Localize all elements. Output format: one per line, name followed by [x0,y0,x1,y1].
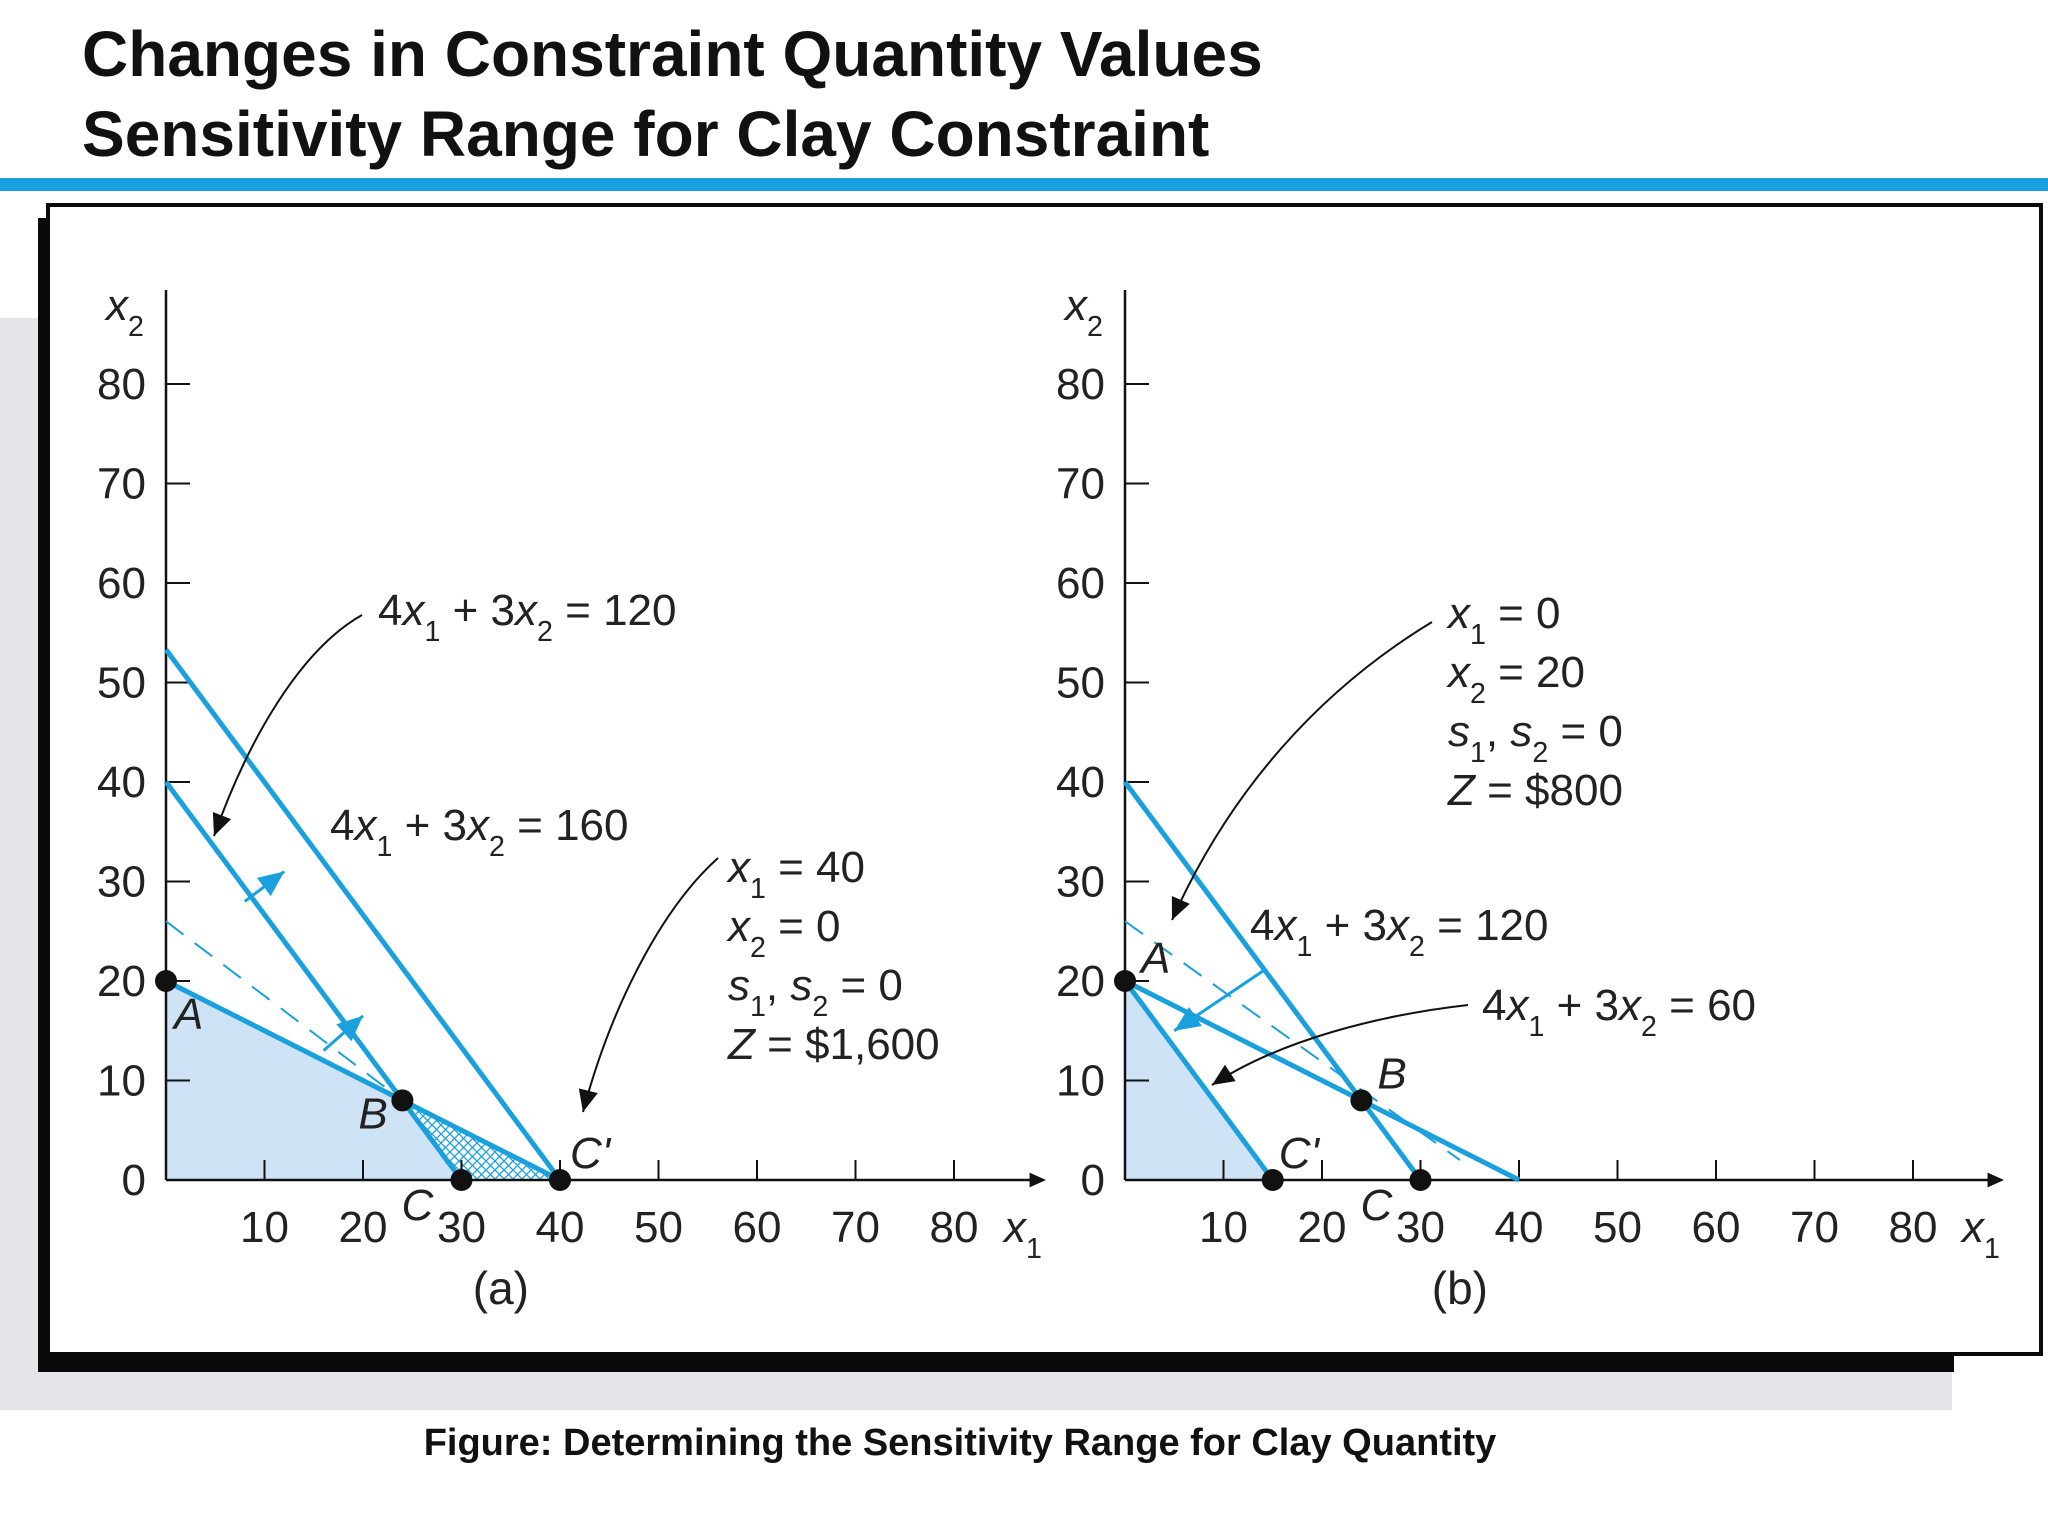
title-underline [0,178,2048,191]
panel-b-y-tick-label-0: 0 [1081,1156,1105,1205]
panel-a-x-tick-label-60: 60 [733,1203,782,1252]
panel-a-point-label-C-prime: C' [570,1129,612,1178]
panel-a-y-tick-label-0: 0 [122,1156,146,1205]
panel-a-x-axis-label: x1 [1002,1203,1042,1265]
panel-a-y-tick-label-80: 80 [97,360,146,409]
panel-a-x-tick-label-70: 70 [831,1203,880,1252]
panel-b-annotation-line-1: x2 = 20 [1446,648,1585,710]
panel-b-y-tick-label-30: 30 [1056,858,1105,907]
panel-b-callout-point-a-head [1171,896,1190,920]
panel-a-x-tick-label-50: 50 [634,1203,683,1252]
panel-a-callout-series-0-head [212,812,232,836]
panel-b-x-tick-label-10: 10 [1199,1203,1248,1252]
panel-b-point-label-C: C [1361,1181,1394,1230]
panel-b-point-label-B: B [1377,1049,1406,1098]
panel-b-x-axis-label: x1 [1960,1203,2000,1265]
panel-b-series-label-0: 4x1 + 3x2 = 120 [1250,901,1548,963]
panel-a-annotation-line-0: x1 = 40 [726,843,865,905]
panel-b-y-tick-label-40: 40 [1056,758,1105,807]
panel-b-x-tick-label-70: 70 [1790,1203,1839,1252]
panel-b-annotation-line-3: Z = $800 [1447,766,1623,815]
panel-a-y-tick-label-60: 60 [97,559,146,608]
panel-a-x-tick-label-20: 20 [339,1203,388,1252]
panel-b-y-axis-label: x2 [1063,281,1103,343]
panel-b-x-tick-label-20: 20 [1298,1203,1347,1252]
title-line-2: Sensitivity Range for Clay Constraint [82,98,1210,170]
panel-a-x-axis-arrow [1029,1172,1046,1188]
panel-b-callout-series-1 [1211,1004,1469,1086]
panel-a-point-A [155,970,177,992]
panel-b-point-A [1114,970,1136,992]
panel-a-point-C [450,1169,473,1191]
panel-b-point-label-A: A [1138,934,1170,983]
panel-a-shift-arrow-1-head [256,871,285,897]
panel-a-series-line-1 [163,648,563,1182]
panel-a-shift-arrow-2-head [336,1015,363,1042]
panel-b-y-tick-label-80: 80 [1056,360,1105,409]
panel-a-y-tick-label-30: 30 [97,858,146,907]
panel-a-x-tick-label-40: 40 [536,1203,585,1252]
panel-b-x-tick-label-60: 60 [1692,1203,1741,1252]
panel-b-callout-point-a [1171,621,1433,921]
panel-b-x-tick-label-30: 30 [1396,1203,1445,1252]
panel-b-point-C [1409,1169,1432,1191]
panel-b-x-axis-arrow [1987,1172,2004,1188]
panel-b-annotation-line-0: x1 = 0 [1446,589,1561,651]
panel-a-y-tick-label-70: 70 [97,460,146,509]
panel-b-y-tick-label-60: 60 [1056,559,1105,608]
panel-a-x-tick-label-80: 80 [930,1203,979,1252]
panel-a-point-label-B: B [358,1089,387,1138]
panel-b-x-tick-label-40: 40 [1495,1203,1544,1252]
panel-b-series-line-0 [1122,780,1423,1182]
panel-a-point-label-A: A [171,990,203,1039]
panel-a-y-tick-label-10: 10 [97,1057,146,1106]
panel-b-point-label-C-prime: C' [1279,1129,1321,1178]
panel-a-series-line-3 [165,920,404,1102]
panel-a-point-B [391,1089,414,1112]
panel-a-y-tick-label-50: 50 [97,659,146,708]
panel-a-y-tick-label-40: 40 [97,758,146,807]
panel-a-x-tick-label-30: 30 [437,1203,486,1252]
panel-b-callout-series-1-head [1212,1064,1236,1085]
panel-b-x-tick-label-80: 80 [1889,1203,1938,1252]
panel-b-series-label-1: 4x1 + 3x2 = 60 [1482,981,1756,1043]
panel-b-annotation-line-2: s1, s2 = 0 [1448,707,1623,769]
panel-b-point-C-prime [1261,1169,1284,1191]
panel-a-panel-label: (a) [473,1262,529,1314]
panel-b-x-tick-label-50: 50 [1593,1203,1642,1252]
panel-a-y-tick-label-20: 20 [97,957,146,1006]
panel-a-annotation-line-1: x2 = 0 [726,902,841,964]
title-line-1: Changes in Constraint Quantity Values [82,18,1263,90]
panel-a-feasible-region [166,981,462,1180]
panel-b-panel-label: (b) [1432,1262,1488,1314]
slide-title: Changes in Constraint Quantity Values Se… [82,14,1982,174]
panel-b-y-tick-label-10: 10 [1056,1057,1105,1106]
panel-a-point-C-prime [549,1169,571,1191]
panel-a-series-label-1: 4x1 + 3x2 = 160 [330,801,628,863]
panel-b-series-line-3 [1124,920,1461,1161]
figure-caption: Figure: Determining the Sensitivity Rang… [423,1422,1497,1464]
panel-a-callout-series-0 [213,614,363,837]
panel-a-x-tick-label-10: 10 [240,1203,289,1252]
panel-b-y-tick-label-20: 20 [1056,957,1105,1006]
panel-a-callout-cprime-head [578,1088,598,1112]
panel-a-series-label-0: 4x1 + 3x2 = 120 [378,586,676,648]
panel-a-y-axis-label: x2 [104,281,144,343]
panel-b-y-tick-label-70: 70 [1056,460,1105,509]
panel-a-point-label-C: C [402,1181,435,1230]
panel-a-annotation-line-2: s1, s2 = 0 [728,961,903,1023]
panel-b-y-tick-label-50: 50 [1056,659,1105,708]
panel-b-point-B [1350,1089,1373,1112]
panel-a-annotation-line-3: Z = $1,600 [727,1020,940,1069]
panel-b-shift-arrow-1-head [1174,1006,1202,1031]
panel-b-series-line-1 [1122,979,1275,1182]
panel-a-series-line-0 [163,780,464,1182]
panel-a-callout-cprime [582,857,719,1113]
